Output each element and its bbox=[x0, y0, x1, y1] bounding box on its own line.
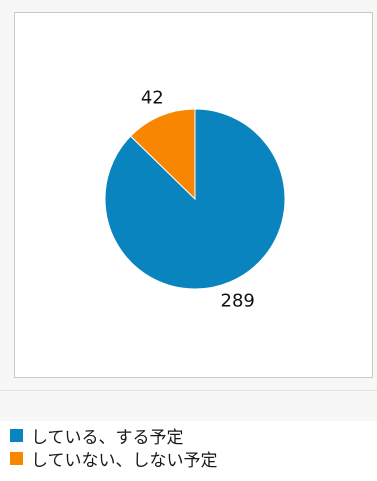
legend-swatch bbox=[10, 452, 23, 465]
chart-divider bbox=[0, 391, 377, 421]
pie-slice bbox=[129, 108, 196, 201]
chart-card: 289 42 bbox=[14, 12, 373, 378]
legend-label: している、する予定 bbox=[31, 428, 184, 448]
chart-container: 289 42 bbox=[0, 12, 377, 391]
pie-data-label: 289 bbox=[221, 290, 255, 311]
legend-item: していない、しない予定 bbox=[10, 447, 218, 471]
legend-label: していない、しない予定 bbox=[31, 451, 218, 471]
legend-swatch bbox=[10, 429, 23, 442]
pie-data-label: 42 bbox=[141, 88, 164, 109]
legend: している、する予定 していない、しない予定 bbox=[10, 424, 218, 471]
pie-chart: 289 42 bbox=[104, 88, 286, 311]
legend-item: している、する予定 bbox=[10, 424, 218, 448]
